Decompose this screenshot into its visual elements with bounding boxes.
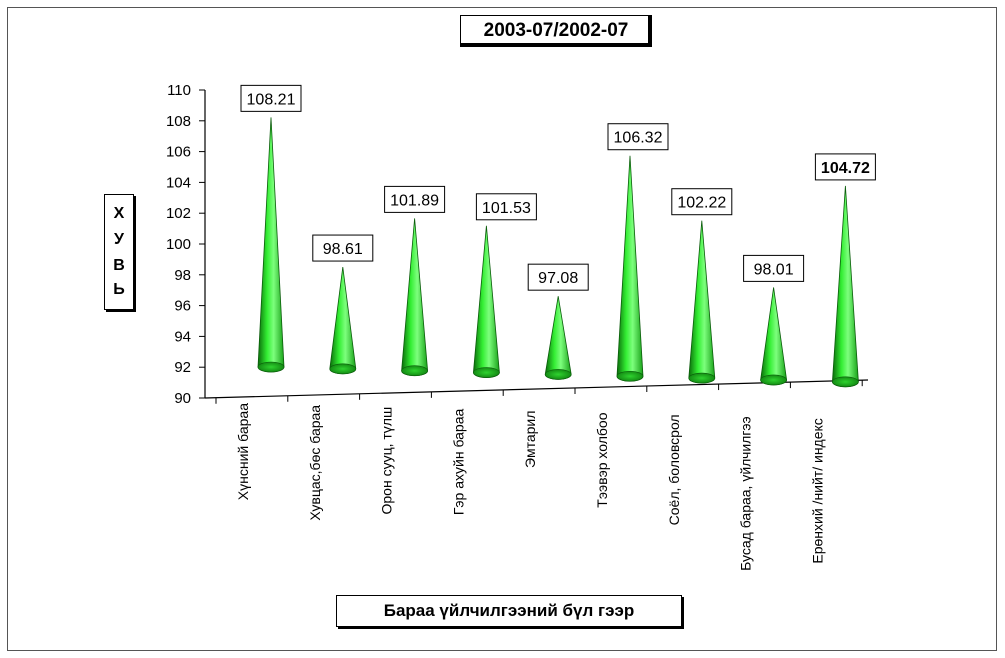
cone-bar-body	[257, 117, 285, 373]
value-label-box	[607, 123, 669, 151]
axes-group: 90 92 94 96 98 100 102 104 106 108 110	[166, 82, 869, 407]
value-label: 97.08	[527, 263, 589, 291]
y-tick-label: 96	[174, 298, 191, 315]
cone-bar-body	[831, 185, 859, 388]
cone-bar-base	[616, 370, 644, 382]
cone-bar	[257, 117, 285, 373]
cone-bar-body	[760, 287, 788, 386]
y-axis-label: Х У В Ь	[104, 194, 134, 310]
y-tick-label: 104	[166, 174, 191, 191]
cone-bar-base	[401, 365, 428, 377]
value-label: 98.61	[312, 234, 374, 262]
value-label: 98.01	[743, 254, 805, 282]
y-tick-label: 102	[166, 205, 191, 222]
y-tick-label: 100	[166, 236, 191, 253]
value-label-box	[814, 153, 876, 181]
y-tick-label: 94	[174, 328, 191, 345]
y-tick-label: 98	[174, 267, 191, 284]
category-label: Гэр ахуйн бараа	[450, 409, 466, 516]
cone-bar-base	[257, 361, 285, 373]
value-label: 108.21	[240, 84, 302, 112]
value-label-text: 106.32	[614, 130, 663, 147]
cone-bar	[616, 155, 644, 382]
value-label-box	[384, 185, 446, 213]
cone-bar	[472, 225, 500, 378]
chart-frame	[7, 7, 997, 651]
value-label-text: 101.89	[390, 192, 439, 209]
cone-bar	[401, 218, 429, 377]
y-axis-label-char: Ь	[113, 281, 125, 298]
value-label-box	[743, 254, 805, 282]
value-label-text: 98.01	[754, 261, 794, 278]
x-axis-line	[204, 379, 869, 399]
cones-group	[257, 117, 859, 388]
y-axis-label-char: Х	[113, 205, 125, 222]
value-label-box	[475, 193, 537, 221]
category-label: Бусад бараа, үйлчилгээ	[738, 416, 754, 571]
value-label-box	[240, 84, 302, 112]
cone-bar-body	[401, 218, 429, 377]
value-label-text: 98.61	[323, 241, 363, 258]
cone-bar	[329, 267, 357, 375]
cone-bar-body	[616, 155, 644, 382]
value-label-text: 108.21	[247, 91, 296, 108]
value-label-text: 104.72	[821, 160, 870, 177]
value-label: 106.32	[607, 123, 669, 151]
value-label-text: 101.53	[482, 200, 531, 217]
value-label-text: 102.22	[677, 195, 726, 212]
cone-bar-base	[832, 376, 859, 388]
value-labels-group: 108.21 98.61 101.89 101.53 97.08 106.32 102.22…	[240, 84, 876, 291]
y-tick-label: 92	[174, 359, 191, 376]
value-label: 102.22	[671, 188, 733, 216]
y-tick-label: 90	[174, 390, 191, 407]
value-label: 104.72	[814, 153, 876, 181]
cone-bar	[831, 185, 859, 388]
cone-bar-body	[472, 225, 500, 378]
y-tick-label: 106	[166, 144, 191, 161]
category-label: Орон сууц, түлш	[379, 407, 395, 515]
value-label: 101.89	[384, 185, 446, 213]
cone-bar-base	[544, 369, 572, 380]
x-axis-label: Бараа үйлчилгээний бүл гээр	[336, 595, 682, 627]
category-label: Эмтарил	[522, 411, 538, 468]
cone-bar-body	[329, 267, 357, 375]
category-label: Соёл, боловсрол	[666, 414, 682, 525]
chart-title: 2003-07/2002-07	[460, 15, 652, 47]
cone-bar-base	[688, 372, 716, 384]
y-tick-label: 108	[166, 113, 191, 130]
value-label-box	[527, 263, 589, 291]
value-label-box	[671, 188, 733, 216]
cone-bar-base	[760, 374, 787, 386]
cone-bar	[688, 220, 716, 384]
y-tick-label: 110	[167, 82, 191, 99]
y-axis-label-char: У	[114, 231, 124, 248]
category-label: Хүнсний бараа	[235, 403, 251, 500]
cone-bar	[760, 287, 788, 386]
value-label-text: 97.08	[538, 270, 578, 287]
cone-bar-base	[473, 367, 500, 378]
value-label-box	[312, 234, 374, 262]
category-label: Ерөнхий /нийт/ индекс	[809, 418, 825, 563]
value-label: 101.53	[475, 193, 537, 221]
cone-bar	[544, 296, 572, 380]
cone-bar-body	[688, 220, 716, 384]
category-labels-group: Хүнсний бараа Хувцас,бөс бараа Орон сууц, …	[235, 403, 825, 571]
cone-bar-base	[329, 363, 357, 375]
category-label: Хувцас,бөс бараа	[307, 405, 323, 521]
category-label: Тээвэр холбоо	[594, 412, 610, 507]
cone-bar-body	[544, 296, 572, 380]
y-axis-label-char: В	[113, 257, 125, 274]
